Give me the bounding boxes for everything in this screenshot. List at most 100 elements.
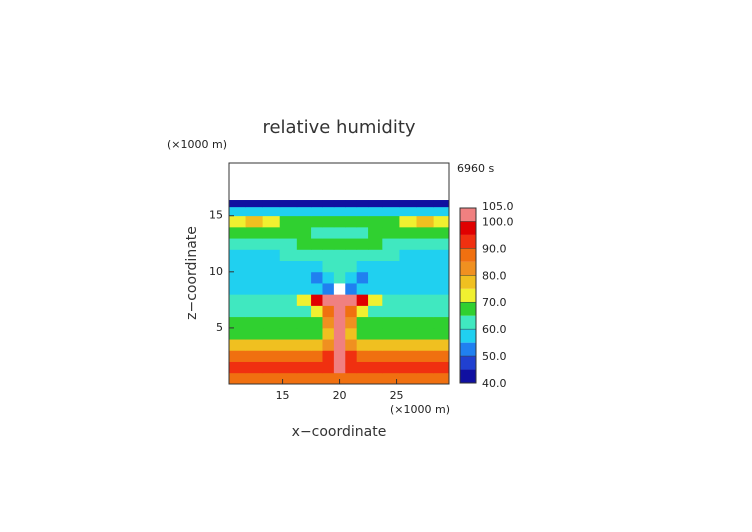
contour-cell xyxy=(416,327,435,340)
contour-cell xyxy=(399,215,417,228)
contour-cell xyxy=(368,215,383,228)
contour-cell xyxy=(382,226,400,239)
contour-cell xyxy=(382,215,400,228)
contour-cell xyxy=(279,206,298,217)
contour-cell xyxy=(356,294,369,306)
contour-cell xyxy=(382,350,400,362)
contour-cell xyxy=(368,361,383,374)
contour-cell xyxy=(433,283,450,295)
contour-cell xyxy=(245,226,264,239)
contour-cell xyxy=(311,238,323,250)
contour-cell xyxy=(311,206,323,217)
y-tick-label: 10 xyxy=(209,265,223,278)
contour-cell xyxy=(382,249,400,261)
contour-cell xyxy=(356,361,369,374)
colorbar-band xyxy=(460,342,476,357)
contour-cell xyxy=(279,316,298,329)
contour-cell xyxy=(368,206,383,217)
contour-cell xyxy=(296,350,312,362)
contour-cell xyxy=(229,339,246,351)
contour-cell xyxy=(333,372,346,385)
contour-cell xyxy=(245,249,264,261)
colorbar-tick-label: 90.0 xyxy=(482,242,507,255)
contour-cell xyxy=(311,226,323,239)
contour-cell xyxy=(245,327,264,340)
contour-cell xyxy=(229,215,246,228)
contour-cell xyxy=(416,283,435,295)
plot-frame xyxy=(228,162,450,385)
contour-cell xyxy=(356,372,369,385)
contour-cell xyxy=(399,361,417,374)
contour-cell xyxy=(245,271,264,284)
colorbar-band xyxy=(460,356,476,370)
contour-cell xyxy=(296,316,312,329)
contour-cell xyxy=(345,372,358,385)
colorbar-band xyxy=(460,315,476,330)
contour-cell xyxy=(333,215,346,228)
contour-cell xyxy=(262,260,281,273)
contour-cell xyxy=(229,361,246,374)
contour-cell xyxy=(279,339,298,351)
contour-cell xyxy=(399,339,417,351)
contour-cell xyxy=(416,305,435,318)
contour-cell xyxy=(416,271,435,284)
contour-cell xyxy=(433,215,450,228)
contour-cell xyxy=(333,226,346,239)
contour-cell xyxy=(322,215,335,228)
y-tick-label: 15 xyxy=(209,209,223,222)
colorbar-tick-label: 50.0 xyxy=(482,350,507,363)
contour-cell xyxy=(245,294,264,306)
contour-cell xyxy=(368,283,383,295)
contour-cell xyxy=(399,200,417,208)
contour-cell xyxy=(245,339,264,351)
contour-cell xyxy=(245,372,264,385)
contour-cell xyxy=(399,271,417,284)
contour-cell xyxy=(345,271,358,284)
colorbar-band xyxy=(460,369,476,383)
contour-cell xyxy=(262,327,281,340)
colorbar-band xyxy=(460,329,476,343)
contour-cell xyxy=(368,372,383,385)
contour-cell xyxy=(333,361,346,374)
colorbar-band xyxy=(460,261,476,276)
contour-cell xyxy=(262,215,281,228)
chart-title: relative humidity xyxy=(262,117,415,138)
contour-cell xyxy=(433,206,450,217)
colorbar-tick-label: 80.0 xyxy=(482,269,507,282)
colorbar-tick-label: 40.0 xyxy=(482,377,507,390)
contour-cell xyxy=(322,283,335,295)
contour-cell xyxy=(245,283,264,295)
contour-cell xyxy=(433,316,450,329)
contour-cell xyxy=(356,226,369,239)
contour-cell xyxy=(416,226,435,239)
contour-cell xyxy=(399,350,417,362)
contour-cell xyxy=(245,350,264,362)
contour-cell xyxy=(433,339,450,351)
contour-cell xyxy=(229,316,246,329)
contour-cell xyxy=(399,327,417,340)
contour-cell xyxy=(382,200,400,208)
contour-cell xyxy=(333,260,346,273)
contour-cell xyxy=(345,206,358,217)
contour-cell xyxy=(262,316,281,329)
contour-cell xyxy=(333,327,346,340)
contour-cell xyxy=(333,206,346,217)
contour-cell xyxy=(382,327,400,340)
contour-cell xyxy=(333,249,346,261)
contour-cell xyxy=(279,238,298,250)
contour-cell xyxy=(296,260,312,273)
contour-cell xyxy=(279,200,298,208)
contour-cell xyxy=(333,271,346,284)
contour-cell xyxy=(311,283,323,295)
contour-cell xyxy=(311,350,323,362)
contour-cell xyxy=(296,200,312,208)
colorbar-tick-label: 105.0 xyxy=(482,200,514,213)
contour-cell xyxy=(296,339,312,351)
contour-cell xyxy=(416,200,435,208)
contour-cell xyxy=(399,226,417,239)
contour-cell xyxy=(399,305,417,318)
colorbar-tick-label: 60.0 xyxy=(482,323,507,336)
contour-cell xyxy=(311,361,323,374)
colorbar-tick-label: 70.0 xyxy=(482,296,507,309)
